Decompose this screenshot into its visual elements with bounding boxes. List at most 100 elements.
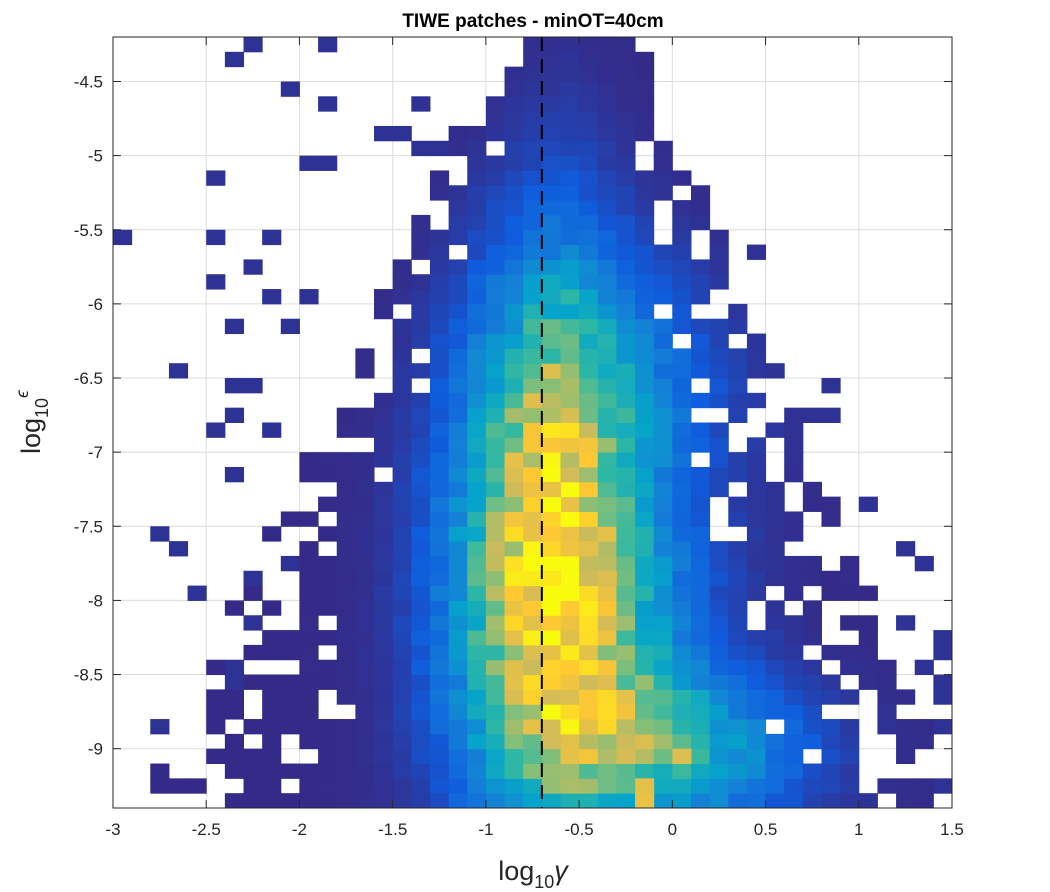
heatmap-cell xyxy=(448,437,468,453)
heatmap-cell xyxy=(635,704,655,720)
heatmap-cell xyxy=(336,452,356,468)
heatmap-cell xyxy=(392,674,412,690)
heatmap-cell xyxy=(336,659,356,676)
heatmap-cell xyxy=(914,793,934,809)
heatmap-cell xyxy=(653,496,673,512)
heatmap-cell xyxy=(690,778,711,794)
heatmap-cell xyxy=(523,644,543,661)
heatmap-cell xyxy=(635,259,655,275)
heatmap-cell xyxy=(653,185,673,201)
y-axis-label-base: log xyxy=(16,418,46,454)
heatmap-cell xyxy=(784,407,804,423)
heatmap-cell xyxy=(523,289,543,305)
heatmap-cell xyxy=(374,392,394,409)
heatmap-cell xyxy=(821,733,841,750)
heatmap-cell xyxy=(728,585,748,601)
heatmap-cell xyxy=(560,348,580,364)
heatmap-cell xyxy=(597,644,617,661)
heatmap-cell xyxy=(560,407,580,423)
heatmap-cell-outlier xyxy=(168,541,189,557)
heatmap-cell xyxy=(840,778,860,794)
heatmap-cell xyxy=(597,170,617,186)
heatmap-cell xyxy=(280,719,300,735)
heatmap-cell xyxy=(635,600,655,616)
heatmap-cell-outlier xyxy=(746,244,767,260)
heatmap-cell xyxy=(504,214,524,231)
heatmap-cell xyxy=(541,600,561,616)
heatmap-cell xyxy=(672,630,692,646)
heatmap-cell xyxy=(784,570,804,587)
heatmap-cell xyxy=(523,555,543,572)
heatmap-cell xyxy=(560,303,580,320)
heatmap-cell xyxy=(858,644,878,661)
x-tick-label: 0.5 xyxy=(754,820,778,839)
heatmap-cell xyxy=(746,363,767,379)
heatmap-cell xyxy=(616,541,636,557)
x-tick-label: -2 xyxy=(292,820,307,839)
x-tick-label: -1 xyxy=(478,820,493,839)
heatmap-cell xyxy=(467,719,487,735)
heatmap-cell xyxy=(560,452,580,468)
heatmap-cell xyxy=(560,289,580,305)
heatmap-cell xyxy=(616,348,636,364)
heatmap-cell xyxy=(672,555,692,572)
heatmap-cell xyxy=(429,748,450,765)
heatmap-cell xyxy=(653,585,673,601)
heatmap-cell xyxy=(485,555,506,572)
heatmap-cell xyxy=(448,704,468,720)
heatmap-cell xyxy=(504,674,524,690)
heatmap-cell xyxy=(709,689,729,705)
heatmap-cell xyxy=(765,704,785,720)
heatmap-cell xyxy=(336,778,356,794)
heatmap-cell xyxy=(784,555,804,572)
heatmap-cell xyxy=(541,748,561,765)
heatmap-cell xyxy=(821,778,841,794)
heatmap-cell xyxy=(579,303,599,320)
heatmap-cell xyxy=(579,719,599,735)
heatmap-cell xyxy=(840,733,860,750)
heatmap-cell-outlier xyxy=(280,81,300,97)
heatmap-cell xyxy=(504,511,524,527)
heatmap-cell xyxy=(523,763,543,779)
heatmap-cell xyxy=(374,733,394,750)
heatmap-cell xyxy=(728,363,748,379)
heatmap-cell xyxy=(616,37,636,53)
heatmap-cell xyxy=(355,541,375,557)
heatmap-cell xyxy=(280,704,300,720)
heatmap-cell-outlier xyxy=(429,140,450,157)
heatmap-cell xyxy=(672,615,692,631)
heatmap-cell xyxy=(262,719,282,735)
heatmap-cell xyxy=(784,719,804,735)
heatmap-cell xyxy=(485,511,506,527)
heatmap-cell xyxy=(616,125,636,142)
heatmap-cell xyxy=(616,111,636,127)
heatmap-cell xyxy=(672,719,692,735)
heatmap-cell xyxy=(523,466,543,483)
heatmap-cell xyxy=(429,274,450,290)
heatmap-cell xyxy=(672,363,692,379)
heatmap-cell xyxy=(784,778,804,794)
heatmap-cell xyxy=(560,51,580,68)
heatmap-cell xyxy=(728,466,748,483)
heatmap-cell xyxy=(635,274,655,290)
heatmap-cell xyxy=(784,644,804,661)
heatmap-cell xyxy=(840,763,860,779)
heatmap-cell xyxy=(504,140,524,157)
heatmap-cell xyxy=(728,600,748,616)
heatmap-cell xyxy=(448,466,468,483)
heatmap-cell xyxy=(765,793,785,809)
heatmap-cell xyxy=(579,585,599,601)
heatmap-cell xyxy=(597,140,617,157)
heatmap-cell xyxy=(374,407,394,423)
heatmap-cell xyxy=(597,541,617,557)
heatmap-cell-outlier xyxy=(933,719,953,735)
heatmap-cell xyxy=(672,496,692,512)
heatmap-cell xyxy=(374,526,394,542)
heatmap-cell xyxy=(541,155,561,171)
heatmap-cell xyxy=(318,793,338,809)
heatmap-cell xyxy=(485,570,506,587)
heatmap-cell xyxy=(579,185,599,201)
heatmap-cell xyxy=(392,318,412,335)
heatmap-cell xyxy=(429,496,450,512)
heatmap-cell xyxy=(896,778,916,794)
